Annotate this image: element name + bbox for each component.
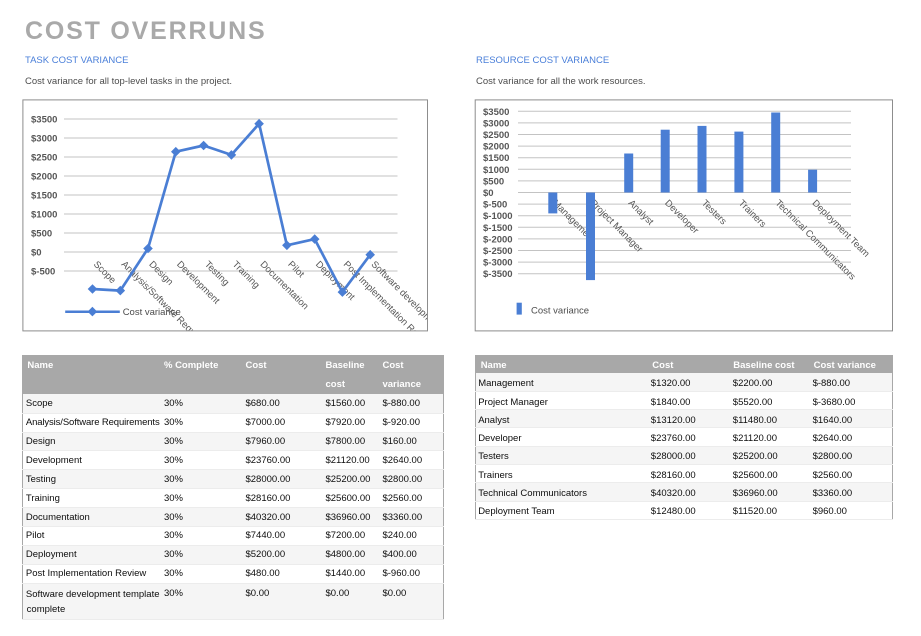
svg-text:$2500: $2500 <box>483 130 509 141</box>
svg-text:$-1500: $-1500 <box>483 223 513 234</box>
svg-text:$3500: $3500 <box>483 107 509 118</box>
svg-text:$500: $500 <box>31 229 52 240</box>
svg-text:$-1000: $-1000 <box>483 211 513 222</box>
svg-text:$-3000: $-3000 <box>483 258 513 269</box>
svg-text:$3000: $3000 <box>31 134 57 145</box>
svg-text:$-2500: $-2500 <box>483 246 513 257</box>
svg-text:$2500: $2500 <box>31 153 57 164</box>
svg-text:$500: $500 <box>483 176 504 187</box>
svg-text:$-500: $-500 <box>483 200 507 211</box>
svg-text:$2000: $2000 <box>31 172 57 183</box>
svg-text:$-2000: $-2000 <box>483 234 513 245</box>
svg-text:$-500: $-500 <box>31 267 55 278</box>
svg-text:$1500: $1500 <box>31 191 57 202</box>
svg-text:$3500: $3500 <box>31 115 57 126</box>
svg-text:$1000: $1000 <box>31 210 57 221</box>
svg-text:Cost variance: Cost variance <box>531 306 589 317</box>
svg-text:Cost variance: Cost variance <box>123 307 181 318</box>
svg-text:$0: $0 <box>31 248 42 259</box>
svg-text:$2000: $2000 <box>483 142 509 153</box>
svg-text:$0: $0 <box>483 188 494 199</box>
svg-text:$3000: $3000 <box>483 118 509 129</box>
svg-text:$1500: $1500 <box>483 153 509 164</box>
svg-text:$-3500: $-3500 <box>483 269 513 280</box>
svg-text:$1000: $1000 <box>483 165 509 176</box>
